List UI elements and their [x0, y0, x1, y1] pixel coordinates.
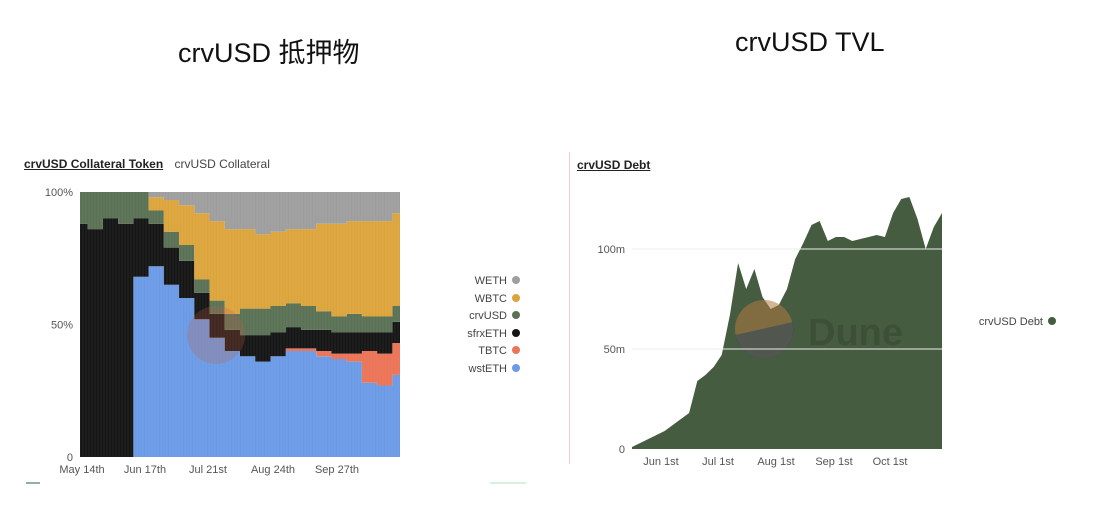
x-tick-label: Sep 27th — [315, 464, 359, 476]
x-tick-label: Jul 21st — [189, 464, 227, 476]
series-crvusd[interactable] — [80, 192, 400, 336]
legend-label: wstETH — [468, 362, 508, 375]
footer-mark-right — [490, 482, 526, 484]
left-panel-tabs: crvUSD Collateral Token crvUSD Collatera… — [24, 157, 270, 171]
x-tick-label: Jun 17th — [124, 464, 166, 476]
series-sfrxeth[interactable] — [80, 218, 400, 458]
series-weth[interactable] — [80, 192, 400, 235]
x-tick-label: Aug 24th — [251, 464, 295, 476]
debt-legend-item[interactable]: crvUSD Debt — [960, 314, 1056, 332]
footer-mark-left — [26, 482, 40, 484]
y-tick-label: 0 — [619, 444, 625, 456]
x-tick-label: May 14th — [59, 464, 104, 476]
collateral-legend-item[interactable]: WETH — [440, 273, 520, 291]
y-tick-label: 100% — [45, 187, 73, 199]
collateral-token-chart — [79, 192, 400, 458]
collateral-legend-item[interactable]: TBTC — [440, 343, 520, 361]
crvusd-debt-chart: Dune — [632, 197, 942, 449]
legend-dot-icon — [512, 311, 520, 320]
panel-divider — [569, 152, 570, 464]
debt-legend: crvUSD Debt — [960, 314, 1056, 332]
series-wsteth[interactable] — [80, 266, 400, 457]
collateral-legend-item[interactable]: crvUSD — [440, 308, 520, 326]
dune-watermark: Dune — [808, 312, 903, 354]
x-tick-label: Aug 1st — [757, 456, 794, 468]
y-tick-label: 100m — [597, 244, 625, 256]
legend-dot-icon — [1048, 317, 1056, 326]
legend-dot-icon — [512, 346, 520, 355]
x-tick-label: Sep 1st — [815, 456, 852, 468]
collateral-legend: WETH WBTC crvUSD sfrxETH TBTC wstETH — [440, 273, 520, 378]
y-tick-label: 0 — [67, 452, 73, 464]
tab-collateral-token[interactable]: crvUSD Collateral Token — [24, 157, 164, 171]
y-tick-label: 50% — [51, 320, 73, 332]
legend-label: crvUSD Debt — [978, 316, 1043, 328]
legend-label: TBTC — [478, 345, 507, 357]
legend-label: crvUSD — [469, 310, 507, 322]
legend-dot-icon — [512, 293, 520, 302]
series-wbtc[interactable] — [80, 192, 400, 317]
legend-label: sfrxETH — [467, 327, 507, 340]
y-tick-label: 50m — [604, 344, 625, 356]
collateral-legend-item[interactable]: sfrxETH — [440, 326, 520, 344]
collateral-legend-item[interactable]: wstETH — [440, 361, 520, 379]
tab-collateral[interactable]: crvUSD Collateral — [174, 157, 270, 171]
debt-chart-title[interactable]: crvUSD Debt — [577, 158, 651, 172]
x-tick-label: Jun 1st — [643, 456, 678, 468]
legend-dot-icon — [512, 363, 520, 372]
legend-dot-icon — [512, 276, 520, 285]
x-tick-label: Jul 1st — [702, 456, 734, 468]
legend-dot-icon — [512, 328, 520, 337]
left-slide-title: crvUSD 抵押物 — [178, 38, 360, 68]
x-tick-label: Oct 1st — [873, 456, 908, 468]
legend-label: WBTC — [474, 292, 507, 305]
debt-axis: 100m 50m 0 Jun 1st Jul 1st Aug 1st Sep 1st Oct … — [597, 244, 942, 468]
collateral-legend-item[interactable]: WBTC — [440, 291, 520, 309]
legend-label: WETH — [474, 275, 507, 287]
right-slide-title: crvUSD TVL — [735, 27, 885, 57]
